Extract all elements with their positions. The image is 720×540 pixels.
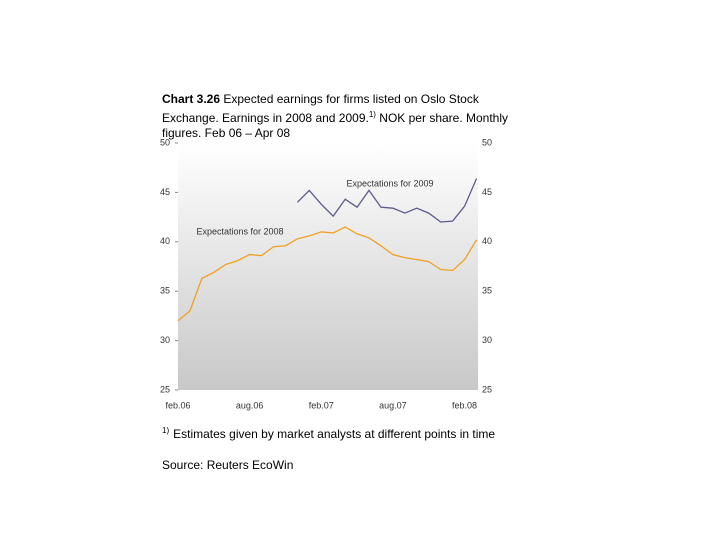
- y2-tick-label: 45: [482, 187, 492, 197]
- y2-tick-label: 30: [482, 335, 492, 345]
- y-tick-label: 25: [160, 384, 170, 394]
- line-series: [177, 226, 478, 322]
- y2-tick-label: 35: [482, 286, 492, 296]
- x-tick-label: feb.08: [452, 400, 477, 410]
- y2-tick-label: 50: [482, 137, 492, 147]
- y-tick-label: 35: [160, 286, 170, 296]
- chart-title-block: Chart 3.26 Expected earnings for firms l…: [162, 92, 522, 141]
- y-tick-label: 50: [160, 137, 170, 147]
- source: Source: Reuters EcoWin: [162, 458, 294, 472]
- x-tick-label: aug.06: [236, 400, 264, 410]
- x-tick-label: feb.06: [165, 400, 190, 410]
- y-tick-label: 30: [160, 335, 170, 345]
- y2-tick-label: 40: [482, 236, 492, 246]
- footnote-text: Estimates given by market analysts at di…: [173, 427, 496, 441]
- series-label: Expectations for 2008: [196, 226, 283, 236]
- plot-area: [178, 143, 478, 390]
- series-label: Expectations for 2009: [346, 178, 433, 188]
- y-tick-label: 45: [160, 187, 170, 197]
- line-series: [296, 178, 478, 223]
- chart-number: Chart 3.26: [162, 92, 221, 106]
- footnote: 1) Estimates given by market analysts at …: [162, 426, 495, 441]
- y2-tick-label: 25: [482, 384, 492, 394]
- y-tick-label: 40: [160, 236, 170, 246]
- footnote-ref: 1): [368, 110, 376, 119]
- chart-subtitle: NOK per share. Monthly figures. Feb 06 –…: [162, 111, 509, 140]
- x-tick-label: aug.07: [379, 400, 407, 410]
- x-tick-label: feb.07: [309, 400, 334, 410]
- chart-title: Expected earnings for firms listed on Os…: [162, 92, 479, 125]
- footnote-mark: 1): [162, 426, 170, 435]
